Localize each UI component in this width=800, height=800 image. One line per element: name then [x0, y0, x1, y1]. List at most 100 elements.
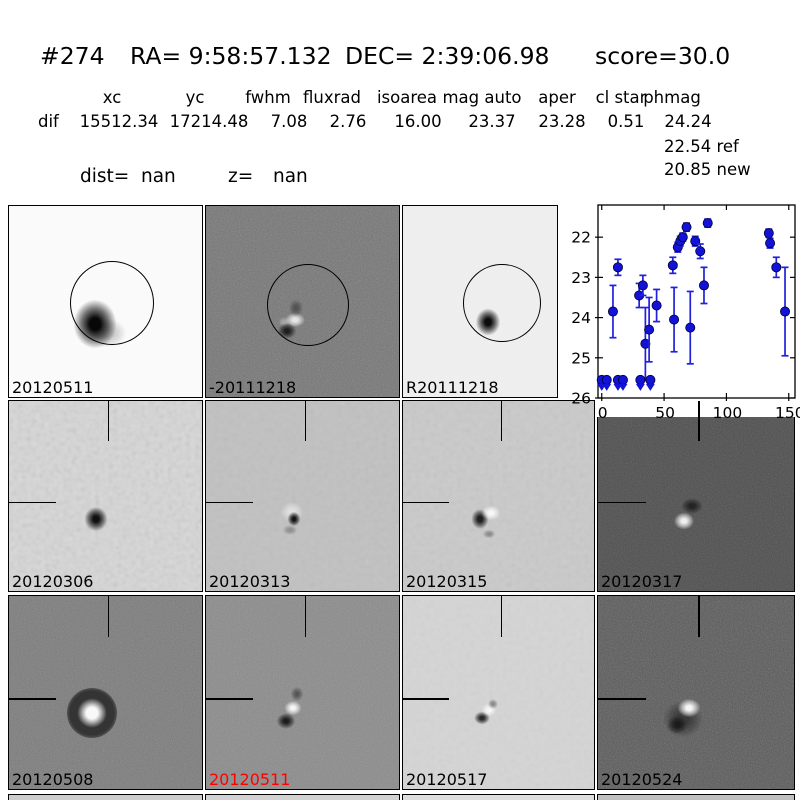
- data-point: [644, 324, 655, 335]
- data-point: [667, 260, 678, 271]
- column-header-fluxrad: fluxrad: [303, 88, 361, 107]
- z-label: z=: [228, 166, 254, 187]
- column-header-fwhm: fwhm: [245, 88, 291, 107]
- ring-residual: [66, 688, 117, 738]
- crosshair-tick-top: [500, 401, 502, 442]
- data-point: [695, 246, 706, 257]
- cutout-panel--20111218[interactable]: -20111218: [205, 205, 400, 398]
- cutout-panel-20120517[interactable]: 20120517: [402, 595, 595, 790]
- dark-blob: [479, 527, 498, 540]
- dark-blob: [272, 709, 299, 732]
- column-header-aper: aper: [538, 88, 576, 107]
- data-point: [702, 218, 713, 229]
- noise-texture: [598, 596, 794, 789]
- cutout-panel-20120317[interactable]: 20120317: [597, 400, 795, 592]
- upper-limit-arrow: [645, 383, 655, 391]
- cell-value: 15512.34: [79, 112, 159, 131]
- cutout-panel-R20111218[interactable]: R20111218: [402, 205, 558, 398]
- data-point: [669, 314, 680, 325]
- lightcurve-chart: 0 50 100 150 22 23 24 25 26: [571, 204, 800, 422]
- cutout-date-label: -20111218: [209, 377, 297, 397]
- cutout-date-label: 20120511: [12, 377, 94, 397]
- next-row-panel-sliver: [205, 794, 400, 800]
- dist-value: nan: [141, 166, 176, 187]
- noise-texture: [206, 596, 399, 789]
- row-label-dif: dif: [38, 112, 59, 131]
- bright-blob: [478, 701, 499, 720]
- column-header-phmag: phmag: [643, 88, 701, 107]
- aperture-circle: [463, 263, 542, 342]
- z-value: nan: [273, 166, 308, 187]
- crosshair-tick-top: [304, 401, 306, 442]
- crosshair-tick-top: [500, 596, 502, 637]
- cutout-panel-20120508[interactable]: 20120508: [8, 595, 203, 790]
- crosshair-tick-left: [206, 501, 253, 504]
- dark-blob: [485, 697, 500, 712]
- y-tick-label: 24: [571, 309, 591, 327]
- crosshair-tick-left: [598, 501, 646, 504]
- cutout-date-label: 20120508: [12, 769, 94, 789]
- upper-limit-arrow: [618, 383, 628, 391]
- chart-xlabel-band: [597, 399, 797, 417]
- crosshair-tick-top: [107, 401, 109, 442]
- crosshair-tick-top: [698, 596, 700, 637]
- cutout-date-label: 20120511: [209, 769, 291, 789]
- cutout-date-label: 20120517: [406, 769, 488, 789]
- cutout-date-label: 20120313: [209, 571, 291, 591]
- ref-mag: 22.54 ref: [664, 137, 739, 156]
- column-header-yc: yc: [185, 88, 205, 107]
- noise-texture: [9, 401, 202, 591]
- noise-texture: [206, 401, 399, 591]
- cell-value: 7.08: [270, 112, 308, 131]
- cutout-panel-20120511[interactable]: 20120511: [8, 205, 203, 398]
- upper-limit-arrow: [602, 383, 612, 391]
- cutout-panel-20120313[interactable]: 20120313: [205, 400, 400, 592]
- data-point: [765, 238, 776, 249]
- crosshair-tick-left: [9, 698, 56, 700]
- x-tick-label: 150: [775, 404, 800, 422]
- cell-value: 2.76: [329, 112, 367, 131]
- upper-limit-point: [617, 374, 628, 385]
- data-point: [685, 322, 696, 333]
- data-point: [612, 262, 623, 273]
- cutout-date-label: 20120524: [601, 769, 683, 789]
- x-tick-label: 0: [598, 404, 608, 422]
- cutout-panel-20120511[interactable]: 20120511: [205, 595, 400, 790]
- score-value: score=30.0: [595, 42, 731, 70]
- cell-value: 23.28: [538, 112, 586, 131]
- data-point: [637, 280, 648, 291]
- cutout-panel-20120524[interactable]: 20120524: [597, 595, 795, 790]
- data-point: [771, 262, 782, 273]
- data-point: [681, 222, 692, 233]
- noise-texture: [403, 401, 594, 591]
- x-tick-label: 100: [713, 404, 743, 422]
- cutout-date-label: 20120306: [12, 571, 94, 591]
- column-header-mag-auto: mag auto: [442, 88, 522, 107]
- noise-texture: [403, 596, 594, 789]
- cell-value: 0.51: [607, 112, 645, 131]
- bright-blob: [670, 509, 699, 533]
- data-point: [677, 232, 688, 243]
- ra-value: RA= 9:58:57.132: [130, 42, 332, 70]
- plot-frame: [597, 204, 796, 399]
- column-header-xc: xc: [102, 88, 122, 107]
- cell-value: 24.24: [664, 112, 712, 131]
- column-header-isoarea: isoarea: [376, 88, 438, 107]
- dec-value: DEC= 2:39:06.98: [345, 42, 550, 70]
- data-point: [607, 306, 618, 317]
- object-id: #274: [40, 42, 105, 70]
- crosshair-tick-left: [403, 698, 450, 700]
- aperture-circle: [70, 260, 155, 345]
- data-point: [698, 280, 709, 291]
- bright-blob: [477, 503, 504, 524]
- data-point: [651, 300, 662, 311]
- cell-value: 17214.48: [169, 112, 249, 131]
- x-tick-label: 50: [655, 404, 675, 422]
- cutout-panel-20120306[interactable]: 20120306: [8, 400, 203, 592]
- y-tick-label: 25: [571, 349, 591, 367]
- cutout-panel-20120315[interactable]: 20120315: [402, 400, 595, 592]
- dark-blob: [284, 509, 303, 530]
- dark-blob: [663, 711, 692, 738]
- dark-blob: [287, 683, 306, 704]
